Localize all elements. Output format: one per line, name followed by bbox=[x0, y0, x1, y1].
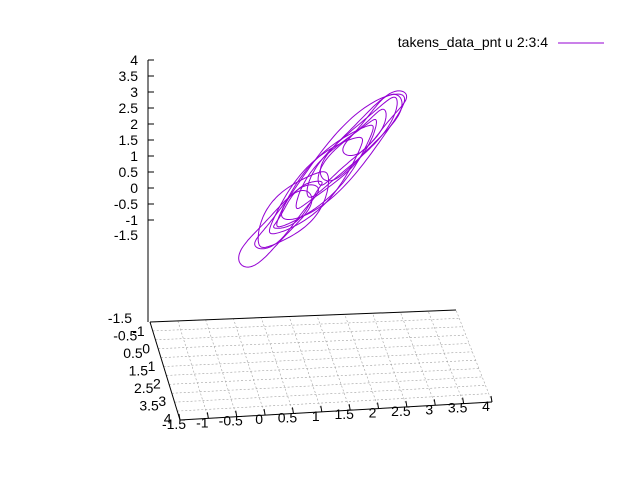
z-tick-label: -1.5 bbox=[114, 227, 138, 243]
y-tick-labels: -1.5 -0.50.5 1.52.5 3.5 -10 12 34 bbox=[108, 310, 172, 426]
x-axis-line bbox=[179, 401, 493, 421]
grid-line-x bbox=[316, 315, 351, 411]
trace-loop bbox=[268, 136, 363, 235]
trace-loop bbox=[306, 96, 398, 198]
y-tick-label: -1.5 bbox=[108, 310, 132, 326]
grid-line-x bbox=[427, 310, 464, 404]
grid-line-y bbox=[177, 393, 489, 412]
trace-loop bbox=[276, 124, 374, 228]
trace-loop bbox=[238, 190, 313, 268]
y-axis-line bbox=[149, 321, 181, 421]
grid-line-y bbox=[169, 368, 479, 385]
x-tick-label: 2.5 bbox=[391, 403, 411, 419]
legend: takens_data_pnt u 2:3:4 bbox=[398, 34, 604, 50]
x-tick-label: -1 bbox=[196, 414, 209, 430]
y-tick-label: 4 bbox=[164, 410, 172, 426]
grid-line-y bbox=[163, 351, 473, 367]
x-tick-label: 1 bbox=[312, 408, 320, 424]
y-tick-label: 2 bbox=[153, 375, 161, 391]
x-tick-label: 0.5 bbox=[278, 409, 298, 425]
grid-line-y bbox=[160, 343, 470, 358]
grid-line-y bbox=[152, 318, 460, 332]
x-tick-label: 1.5 bbox=[334, 406, 354, 422]
grid-line-x bbox=[260, 317, 294, 414]
x-tick-label: 3 bbox=[425, 401, 433, 417]
z-tick-label: 3.5 bbox=[119, 68, 139, 84]
grid-line-x bbox=[233, 318, 266, 416]
x-tick-mark bbox=[490, 395, 493, 403]
y-tick-label: -0.5 bbox=[113, 328, 137, 344]
x-tick-label: 2 bbox=[369, 405, 377, 421]
z-tick-label: 1.5 bbox=[119, 132, 139, 148]
grid-line-x bbox=[344, 314, 379, 409]
y-tick-label: 0 bbox=[142, 340, 150, 356]
z-tick-labels: 43.532.521.510.50-0.5-1-1.5 bbox=[114, 52, 154, 243]
y-tick-label: 3 bbox=[158, 393, 166, 409]
x-tick-mark bbox=[433, 399, 436, 406]
z-tick-label: 4 bbox=[130, 52, 138, 68]
grid-line-x bbox=[205, 319, 238, 417]
x-tick-mark bbox=[348, 404, 351, 411]
z-tick-label: 1 bbox=[130, 148, 138, 164]
x-tick-mark bbox=[320, 405, 323, 412]
z-tick-label: 2.5 bbox=[119, 100, 139, 116]
x-tick-label: 3.5 bbox=[448, 400, 468, 416]
x-tick-label: -1.5 bbox=[162, 416, 186, 432]
grid-line-y bbox=[171, 376, 483, 394]
x-tick-labels: -1.5 -1 -0.5 0 0.5 1 1.5 2 2.5 3 3.5 4 bbox=[162, 395, 493, 432]
y-tick-label: 1 bbox=[148, 358, 156, 374]
base-axes bbox=[149, 309, 493, 421]
grid-line-x bbox=[455, 309, 493, 403]
x-tick-mark bbox=[206, 412, 209, 419]
base-grid bbox=[149, 309, 493, 421]
trace-loop bbox=[257, 171, 329, 249]
y-tick-label: -1 bbox=[132, 323, 145, 339]
x-tick-mark bbox=[377, 402, 380, 409]
x-tick-mark bbox=[178, 413, 181, 421]
z-tick-label: 2 bbox=[130, 116, 138, 132]
y-tick-label: 0.5 bbox=[123, 345, 143, 361]
z-tick-label: 3 bbox=[130, 84, 138, 100]
x-tick-label: 0 bbox=[255, 411, 263, 427]
x-tick-label: 4 bbox=[482, 398, 490, 414]
legend-label: takens_data_pnt u 2:3:4 bbox=[398, 34, 548, 50]
grid-line-x bbox=[177, 320, 209, 419]
x-tick-mark bbox=[405, 400, 408, 407]
trace-loop bbox=[254, 184, 320, 250]
x-tick-mark bbox=[462, 397, 465, 404]
base-back-edge bbox=[149, 309, 457, 323]
x-tick-mark bbox=[291, 407, 294, 414]
grid-line-x bbox=[288, 316, 323, 412]
x-tick-mark bbox=[235, 410, 238, 417]
grid-line-y bbox=[166, 359, 476, 376]
z-tick-label: 0.5 bbox=[119, 164, 139, 180]
grid-line-x bbox=[372, 313, 408, 408]
grid-line-x bbox=[400, 312, 436, 406]
grid-line-y bbox=[158, 334, 466, 350]
x-tick-mark bbox=[263, 409, 266, 416]
y-tick-label: 3.5 bbox=[139, 398, 159, 414]
z-tick-label: -1 bbox=[126, 212, 139, 228]
x-tick-label: -0.5 bbox=[219, 413, 243, 429]
z-tick-label: -0.5 bbox=[114, 196, 138, 212]
y-tick-label: 2.5 bbox=[134, 380, 154, 396]
y-tick-label: 1.5 bbox=[129, 363, 149, 379]
z-tick-label: 0 bbox=[130, 180, 138, 196]
series-trace bbox=[238, 90, 408, 268]
grid-line-y bbox=[174, 384, 486, 403]
grid-line-y bbox=[155, 326, 463, 341]
trace-loop bbox=[280, 93, 406, 220]
